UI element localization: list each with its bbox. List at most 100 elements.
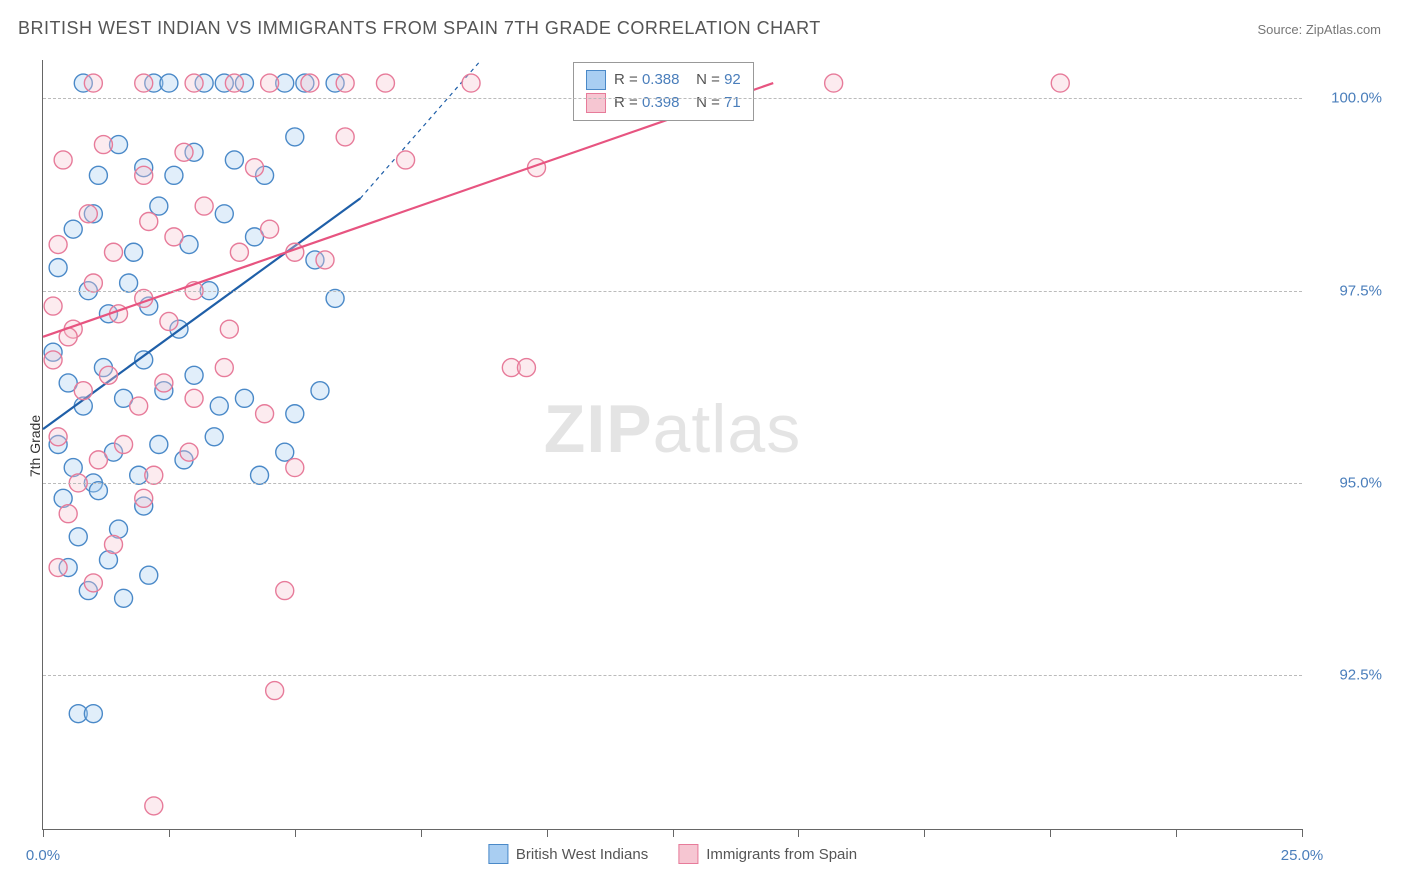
series-legend: British West Indians Immigrants from Spa…	[488, 844, 857, 864]
x-tick-label: 25.0%	[1281, 847, 1324, 864]
y-tick-label: 97.5%	[1339, 282, 1382, 299]
data-point	[145, 466, 163, 484]
data-point	[115, 589, 133, 607]
data-point	[261, 220, 279, 238]
x-tick	[295, 829, 296, 837]
x-tick	[547, 829, 548, 837]
data-point	[517, 359, 535, 377]
data-point	[44, 297, 62, 315]
data-point	[84, 74, 102, 92]
legend-item-bwi: British West Indians	[488, 844, 648, 864]
x-tick	[673, 829, 674, 837]
data-point	[276, 582, 294, 600]
data-point	[286, 405, 304, 423]
x-tick	[1050, 829, 1051, 837]
gridline	[43, 483, 1302, 484]
data-point	[74, 382, 92, 400]
data-point	[105, 535, 123, 553]
data-point	[225, 74, 243, 92]
correlation-legend: R = 0.388 N = 92 R = 0.398 N = 71	[573, 62, 754, 121]
data-point	[165, 166, 183, 184]
data-point	[230, 243, 248, 261]
data-point	[79, 205, 97, 223]
y-tick-label: 100.0%	[1331, 90, 1382, 107]
data-point	[376, 74, 394, 92]
gridline	[43, 291, 1302, 292]
data-point	[256, 405, 274, 423]
x-tick-label: 0.0%	[26, 847, 60, 864]
data-point	[175, 143, 193, 161]
data-point	[185, 74, 203, 92]
data-point	[225, 151, 243, 169]
gridline	[43, 675, 1302, 676]
data-point	[286, 128, 304, 146]
data-point	[215, 205, 233, 223]
data-point	[59, 505, 77, 523]
data-point	[185, 389, 203, 407]
chart-svg	[43, 60, 1302, 829]
data-point	[49, 259, 67, 277]
data-point	[462, 74, 480, 92]
data-point	[326, 289, 344, 307]
x-tick	[421, 829, 422, 837]
data-point	[336, 128, 354, 146]
x-tick	[43, 829, 44, 837]
data-point	[150, 197, 168, 215]
x-tick	[1302, 829, 1303, 837]
data-point	[89, 482, 107, 500]
data-point	[261, 74, 279, 92]
data-point	[135, 74, 153, 92]
data-point	[825, 74, 843, 92]
data-point	[336, 74, 354, 92]
data-point	[49, 559, 67, 577]
data-point	[1051, 74, 1069, 92]
data-point	[130, 397, 148, 415]
data-point	[140, 566, 158, 584]
data-point	[235, 389, 253, 407]
data-point	[49, 428, 67, 446]
data-point	[160, 312, 178, 330]
x-tick	[798, 829, 799, 837]
data-point	[286, 459, 304, 477]
swatch-spain	[586, 93, 606, 113]
data-point	[246, 159, 264, 177]
data-point	[125, 243, 143, 261]
data-point	[251, 466, 269, 484]
data-point	[160, 74, 178, 92]
data-point	[105, 243, 123, 261]
data-point	[89, 166, 107, 184]
data-point	[94, 136, 112, 154]
data-point	[185, 366, 203, 384]
data-point	[120, 274, 138, 292]
data-point	[220, 320, 238, 338]
x-tick	[924, 829, 925, 837]
data-point	[155, 374, 173, 392]
data-point	[276, 443, 294, 461]
data-point	[99, 366, 117, 384]
swatch-bwi	[586, 70, 606, 90]
data-point	[135, 166, 153, 184]
legend-item-spain: Immigrants from Spain	[678, 844, 857, 864]
chart-title: BRITISH WEST INDIAN VS IMMIGRANTS FROM S…	[18, 18, 821, 39]
gridline	[43, 98, 1302, 99]
plot-area: ZIPatlas R = 0.388 N = 92 R = 0.398 N = …	[42, 60, 1302, 830]
data-point	[49, 236, 67, 254]
y-axis-label: 7th Grade	[27, 415, 43, 477]
data-point	[64, 220, 82, 238]
data-point	[311, 382, 329, 400]
legend-row-spain: R = 0.398 N = 71	[586, 92, 741, 115]
data-point	[316, 251, 334, 269]
x-tick	[1176, 829, 1177, 837]
data-point	[140, 212, 158, 230]
x-tick	[169, 829, 170, 837]
data-point	[145, 797, 163, 815]
data-point	[215, 359, 233, 377]
data-point	[84, 574, 102, 592]
data-point	[115, 436, 133, 454]
source-attribution: Source: ZipAtlas.com	[1257, 22, 1381, 37]
data-point	[84, 274, 102, 292]
swatch-spain-icon	[678, 844, 698, 864]
data-point	[301, 74, 319, 92]
data-point	[135, 489, 153, 507]
data-point	[397, 151, 415, 169]
